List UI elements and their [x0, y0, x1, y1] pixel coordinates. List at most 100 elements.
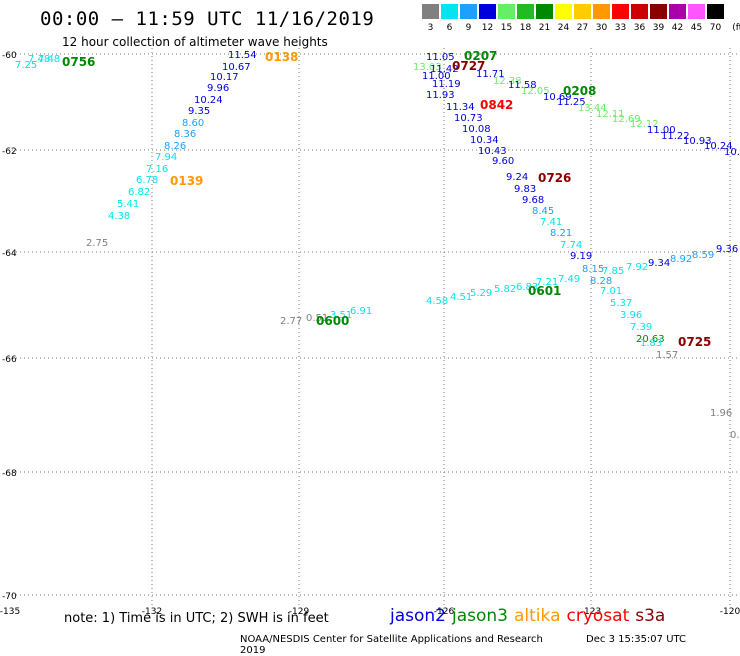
legend-label: 6 — [446, 23, 453, 33]
wave-height-label: 12.38 — [493, 76, 522, 87]
wave-height-label: 1.96 — [710, 408, 732, 419]
wave-height-label: 8.28 — [590, 276, 612, 287]
wave-height-label: 10.67 — [222, 62, 251, 73]
wave-height-label: 5.29 — [470, 288, 492, 299]
track-time-label: 0138 — [265, 50, 298, 64]
wave-height-label: 5.82 — [494, 284, 516, 295]
lat-tick-label: -60 — [2, 51, 17, 61]
wave-height-label: 3.96 — [620, 310, 642, 321]
wave-height-label: 11.93 — [426, 90, 455, 101]
wave-height-label: 10.69 — [543, 92, 572, 103]
legend-label: 33 — [614, 23, 627, 33]
legend-swatch — [517, 4, 534, 19]
wave-height-label: 12.12 — [630, 119, 659, 130]
wave-height-label: 9.96 — [207, 83, 229, 94]
track-time-label: 0208 — [563, 84, 596, 98]
wave-height-label: 8.15 — [582, 264, 604, 275]
legend-label: 18 — [519, 23, 532, 33]
wave-height-label: 7.01 — [600, 286, 622, 297]
lon-tick-label: -120 — [720, 607, 740, 617]
footer-credit: NOAA/NESDIS Center for Satellite Applica… — [240, 634, 543, 645]
axis-ticks: -135 -132 -129 -126 -123 -120 -60 -62 -64 -66 -68 -… — [0, 51, 740, 617]
wave-height-label: 7.48 — [28, 54, 50, 65]
mission-key-altika: altika — [514, 606, 561, 626]
wave-height-label: 11.42 — [430, 64, 459, 75]
legend-swatch — [536, 4, 553, 19]
wave-height-label: 13.44 — [578, 103, 607, 114]
wave-height-label: 20.63 — [636, 334, 665, 345]
wave-height-label: 5.37 — [610, 298, 632, 309]
page-title: 00:00 – 11:59 UTC 11/16/2019 — [40, 8, 375, 30]
track-time-label: 0207 — [464, 49, 497, 63]
wave-height-label: 9.83 — [514, 184, 536, 195]
legend-swatch — [707, 4, 724, 19]
lon-tick-label: -135 — [0, 607, 20, 617]
legend-swatch — [631, 4, 648, 19]
track-time-label: 0725 — [678, 335, 711, 349]
footer: NOAA/NESDIS Center for Satellite Applica… — [240, 634, 740, 656]
wave-height-label: 10.43 — [478, 146, 507, 157]
legend-label: 70 — [709, 23, 722, 33]
wave-height-label: 8.45 — [532, 206, 554, 217]
wave-height-label: 11.71 — [476, 69, 505, 80]
wave-height-label: 8.60 — [182, 118, 204, 129]
legend-swatch — [479, 4, 496, 19]
page-subtitle: 12 hour collection of altimeter wave hei… — [62, 35, 328, 49]
wave-height-label: 7.49 — [558, 274, 580, 285]
wave-height-label: 11.00 — [422, 71, 451, 82]
wave-height-label: 7.48 — [38, 54, 60, 65]
wave-height-label: 9.68 — [522, 195, 544, 206]
wave-height-label: 2.77 — [280, 316, 302, 327]
wave-height-label: 10.34 — [470, 135, 499, 146]
wave-height-label: 5.41 — [117, 199, 139, 210]
legend-swatch — [669, 4, 686, 19]
wave-height-label: 12.11 — [596, 109, 625, 120]
legend-swatch — [422, 4, 439, 19]
wave-height-label: 4.58 — [426, 296, 448, 307]
lon-tick-label: -129 — [289, 607, 310, 617]
wave-height-label: 10.24 — [194, 95, 223, 106]
wave-height-label: 9.24 — [506, 172, 528, 183]
legend-swatch — [498, 4, 515, 19]
wave-height-label: 7.25 — [15, 60, 37, 71]
wave-height-label: 10.17 — [210, 72, 239, 83]
lon-tick-label: -126 — [434, 607, 455, 617]
wave-height-label: 8.21 — [550, 228, 572, 239]
wave-height-label: 7.41 — [540, 217, 562, 228]
wave-height-label: 8.26 — [164, 141, 186, 152]
wave-height-label: 11.22 — [661, 131, 690, 142]
wave-height-label: 11.19 — [432, 79, 461, 90]
wave-height-label: 7.21 — [536, 277, 558, 288]
wave-height-label: 11.05 — [426, 52, 455, 63]
wave-height-label: 9.19 — [570, 251, 592, 262]
wave-height-label: 8.92 — [670, 254, 692, 265]
wave-height-label: 4.51 — [450, 292, 472, 303]
wave-height-label: 11.58 — [508, 80, 537, 91]
lon-tick-label: -132 — [142, 607, 162, 617]
graticule — [8, 48, 738, 605]
wave-height-label: 0. — [730, 430, 740, 441]
wave-height-label: 2.75 — [86, 238, 108, 249]
wave-height-label: 7.39 — [630, 322, 652, 333]
wave-height-label: 9.35 — [188, 106, 210, 117]
wave-height-label: 12.69 — [612, 114, 641, 125]
wave-height-label: 10.24 — [704, 141, 733, 152]
wave-height-label: 6.78 — [136, 175, 158, 186]
legend-label: 24 — [557, 23, 570, 33]
track-time-label: 0601 — [528, 284, 561, 298]
legend-swatch — [688, 4, 705, 19]
wave-height-label: 6.83 — [516, 282, 538, 293]
legend-label: 3 — [427, 23, 434, 33]
mission-key-cryosat: cryosat — [566, 606, 630, 626]
wave-height-label: 9.60 — [492, 156, 514, 167]
wave-height-label: 8.36 — [174, 129, 196, 140]
track-time-label: 0727 — [452, 59, 485, 73]
wave-height-label: 0.51 — [306, 313, 328, 324]
lat-tick-label: -64 — [2, 249, 17, 259]
legend-label: 42 — [671, 23, 684, 33]
wave-height-label: 1.83 — [640, 338, 662, 349]
wave-height-label: 7.85 — [602, 266, 624, 277]
legend-swatch — [612, 4, 629, 19]
legend-swatch — [460, 4, 477, 19]
